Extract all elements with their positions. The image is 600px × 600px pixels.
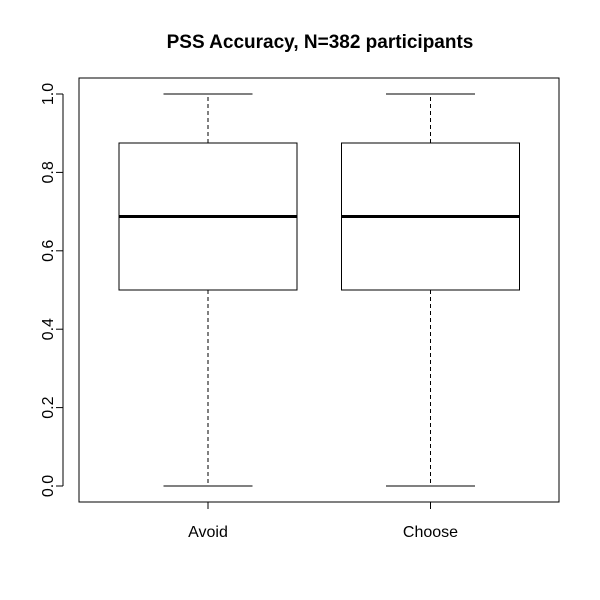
box-choose (341, 93, 520, 487)
boxes (118, 93, 520, 487)
y-tick-label: 0.0 (40, 475, 57, 497)
y-axis: 0.0 0.2 0.4 0.6 0.8 1.0 (40, 83, 64, 497)
box-avoid (118, 93, 298, 487)
y-tick-label: 0.4 (40, 318, 57, 340)
x-axis: Avoid Choose (188, 501, 458, 541)
x-tick-label: Choose (403, 524, 458, 541)
x-tick-label: Avoid (188, 524, 228, 541)
y-tick-label: 0.6 (40, 240, 57, 262)
y-tick-label: 0.8 (40, 161, 57, 183)
chart-title: PSS Accuracy, N=382 participants (167, 32, 474, 53)
y-tick-label: 1.0 (40, 83, 57, 105)
y-tick-label: 0.2 (40, 396, 57, 418)
